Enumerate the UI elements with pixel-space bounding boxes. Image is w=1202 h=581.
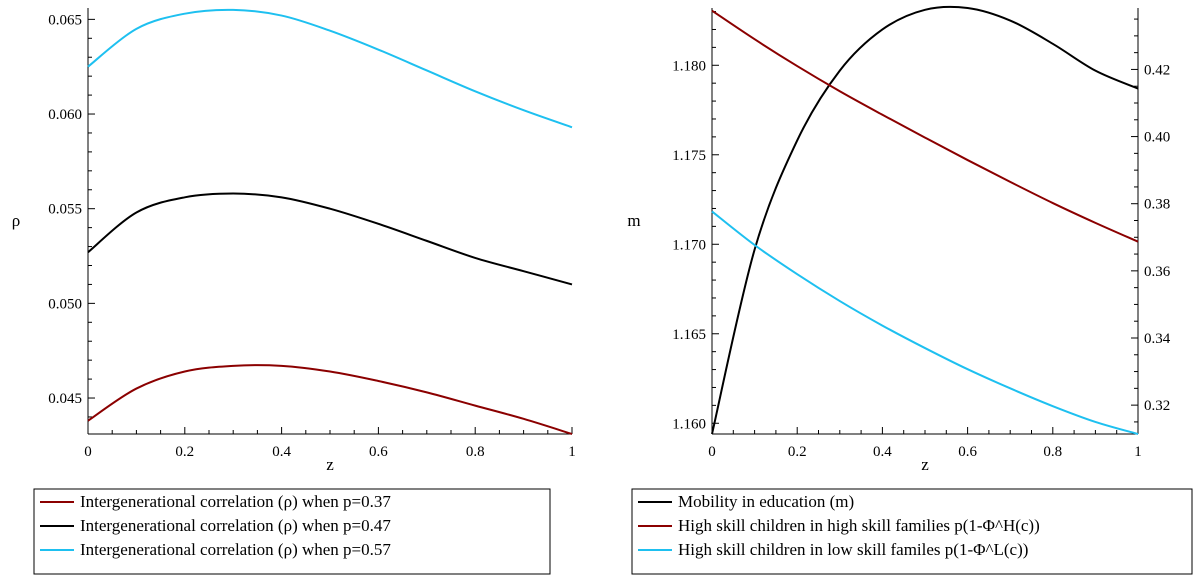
- series-line-3: [711, 210, 1139, 435]
- y2-tick-label: 0.38: [1144, 197, 1170, 213]
- series-line-2: [711, 9, 1139, 243]
- right-chart-panel: 0 0.2 0.4 0.6 0.8 1 1.160 1.165 1.170 1.175 1.180 0…: [627, 5, 1193, 575]
- y-tick-label: 1.175: [672, 148, 706, 164]
- legend-label-3: Intergenerational correlation (ρ) when p…: [80, 540, 391, 559]
- series-line-1: [711, 5, 1139, 435]
- left-chart-panel: 0 0.2 0.4 0.6 0.8 1 0.045 0.050 0.055 0.060 0.065 z…: [12, 8, 576, 575]
- x-tick-label: 1: [568, 444, 576, 460]
- legend-label-1: Mobility in education (m): [678, 492, 854, 511]
- legend-label-2: High skill children in high skill famili…: [678, 516, 1040, 535]
- x-tick-label: 0: [84, 444, 92, 460]
- y-tick-label: 0.050: [48, 296, 82, 312]
- legend-label-3: High skill children in low skill familes…: [678, 540, 1028, 559]
- y-tick-label: 0.060: [48, 107, 82, 123]
- legend-box: [33, 488, 551, 575]
- legend-box: [631, 488, 1193, 575]
- x-tick-label: 0.4: [272, 444, 291, 460]
- y-tick-label: 1.180: [672, 58, 706, 74]
- x-tick-label: 0.8: [1043, 444, 1062, 460]
- series-line-3: [87, 8, 573, 129]
- y2-tick-label: 0.32: [1144, 398, 1170, 414]
- x-tick-label: 1: [1134, 444, 1142, 460]
- series-line-2: [87, 192, 573, 286]
- y-tick-label: 0.065: [48, 12, 82, 28]
- y2-tick-label: 0.40: [1144, 130, 1170, 146]
- y-axis-label: ρ: [12, 211, 20, 230]
- y-tick-label: 1.165: [672, 327, 706, 343]
- y-tick-label: 1.160: [672, 416, 706, 432]
- y2-tick-label: 0.36: [1144, 264, 1171, 280]
- x-tick-label: 0.8: [466, 444, 485, 460]
- x-axis-label: z: [326, 455, 334, 474]
- y2-tick-label: 0.34: [1144, 331, 1171, 347]
- x-tick-label: 0.6: [958, 444, 977, 460]
- y-tick-label: 0.045: [48, 391, 82, 407]
- series-line-1: [87, 364, 573, 435]
- x-tick-label: 0.2: [788, 444, 807, 460]
- x-tick-label: 0.6: [369, 444, 388, 460]
- y-tick-label: 1.170: [672, 237, 706, 253]
- y2-tick-label: 0.42: [1144, 62, 1170, 78]
- y-axis-label: m: [627, 211, 640, 230]
- x-axis-label: z: [921, 455, 929, 474]
- legend-label-1: Intergenerational correlation (ρ) when p…: [80, 492, 391, 511]
- y-tick-label: 0.055: [48, 202, 82, 218]
- legend-label-2: Intergenerational correlation (ρ) when p…: [80, 516, 391, 535]
- x-tick-label: 0.2: [175, 444, 194, 460]
- x-tick-label: 0: [708, 444, 716, 460]
- x-tick-label: 0.4: [873, 444, 892, 460]
